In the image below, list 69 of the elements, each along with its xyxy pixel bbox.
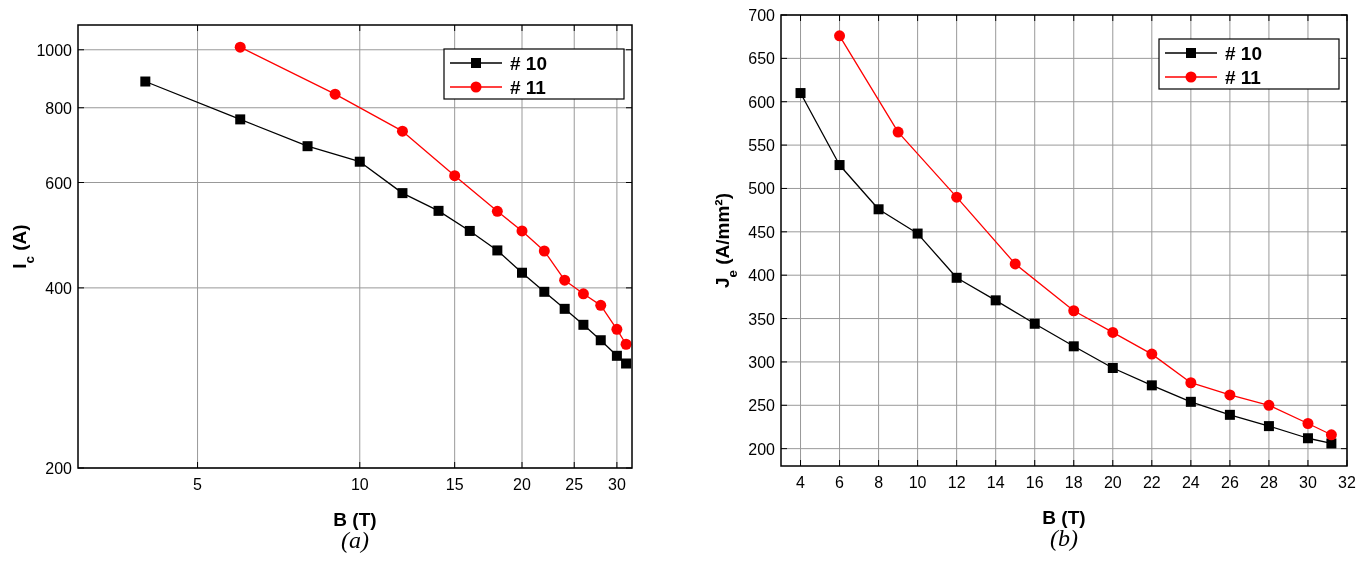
y-tick-label: 650 [748,50,776,68]
point [795,88,806,99]
point [990,295,1001,306]
y-tick-label: 800 [45,99,73,117]
point [1107,326,1119,338]
x-tick-label: 16 [1025,474,1044,491]
y-tick-label: 550 [748,137,776,155]
y-tick-label: 350 [748,310,776,328]
point [951,191,963,203]
x-tick-label: 8 [874,474,884,491]
x-tick-label: 25 [565,476,584,493]
x-tick-label: 22 [1142,474,1161,491]
x-tick-label: 24 [1181,474,1200,491]
legend-label: # 10 [1225,43,1262,64]
point [1185,396,1196,407]
x-tick-label: 15 [445,476,464,493]
x-axis-title: B (T) [1042,507,1086,528]
x-tick-label: 28 [1260,474,1278,491]
x-tick-label: 10 [908,474,927,491]
point [1029,318,1040,329]
y-tick-label: 600 [45,174,73,192]
x-tick-label: 14 [986,474,1005,491]
y-tick-label: 300 [748,353,776,371]
point [892,126,904,138]
point [1325,429,1337,441]
x-tick-label: 4 [796,474,806,491]
point [873,204,884,215]
legend-label: # 11 [1225,67,1262,88]
point [1224,409,1235,420]
x-tick-label: 18 [1064,474,1083,491]
point [1263,399,1275,411]
x-tick-label: 20 [513,476,531,493]
point [1302,418,1314,429]
legend-label: # 10 [510,53,547,74]
x-tick-label: 20 [1103,474,1122,491]
x-tick-label: 32 [1338,474,1356,491]
x-tick-label: 30 [1299,474,1317,491]
legend-label: # 11 [510,77,547,98]
point [1107,362,1118,373]
x-tick-label: 26 [1221,474,1239,491]
point [1185,377,1197,389]
point [951,272,962,283]
y-tick-label: 450 [748,223,776,241]
x-tick-label: 12 [947,474,966,491]
y-tick-label: 700 [748,7,776,24]
point [1068,305,1080,317]
y-tick-label: 500 [748,180,776,198]
y-tick-label: 250 [748,397,776,415]
y-tick-label: 400 [748,267,776,285]
point [1009,258,1021,270]
point [1068,341,1079,352]
point [912,228,923,239]
point [834,160,845,171]
x-tick-label: 10 [350,476,369,493]
y-tick-label: 600 [748,93,776,111]
point [834,30,846,42]
point [1263,421,1274,432]
x-tick-label: 6 [835,474,845,491]
x-tick-label: 5 [193,476,203,493]
point [1146,348,1158,360]
y-tick-label: 200 [45,460,73,477]
x-axis-title: B (T) [333,509,377,530]
point [1224,389,1236,401]
x-tick-label: 30 [608,476,626,493]
y-tick-label: 400 [45,279,73,297]
point [1302,433,1313,444]
y-tick-label: 1000 [36,41,73,59]
point [1146,380,1157,391]
y-tick-label: 200 [748,440,776,458]
